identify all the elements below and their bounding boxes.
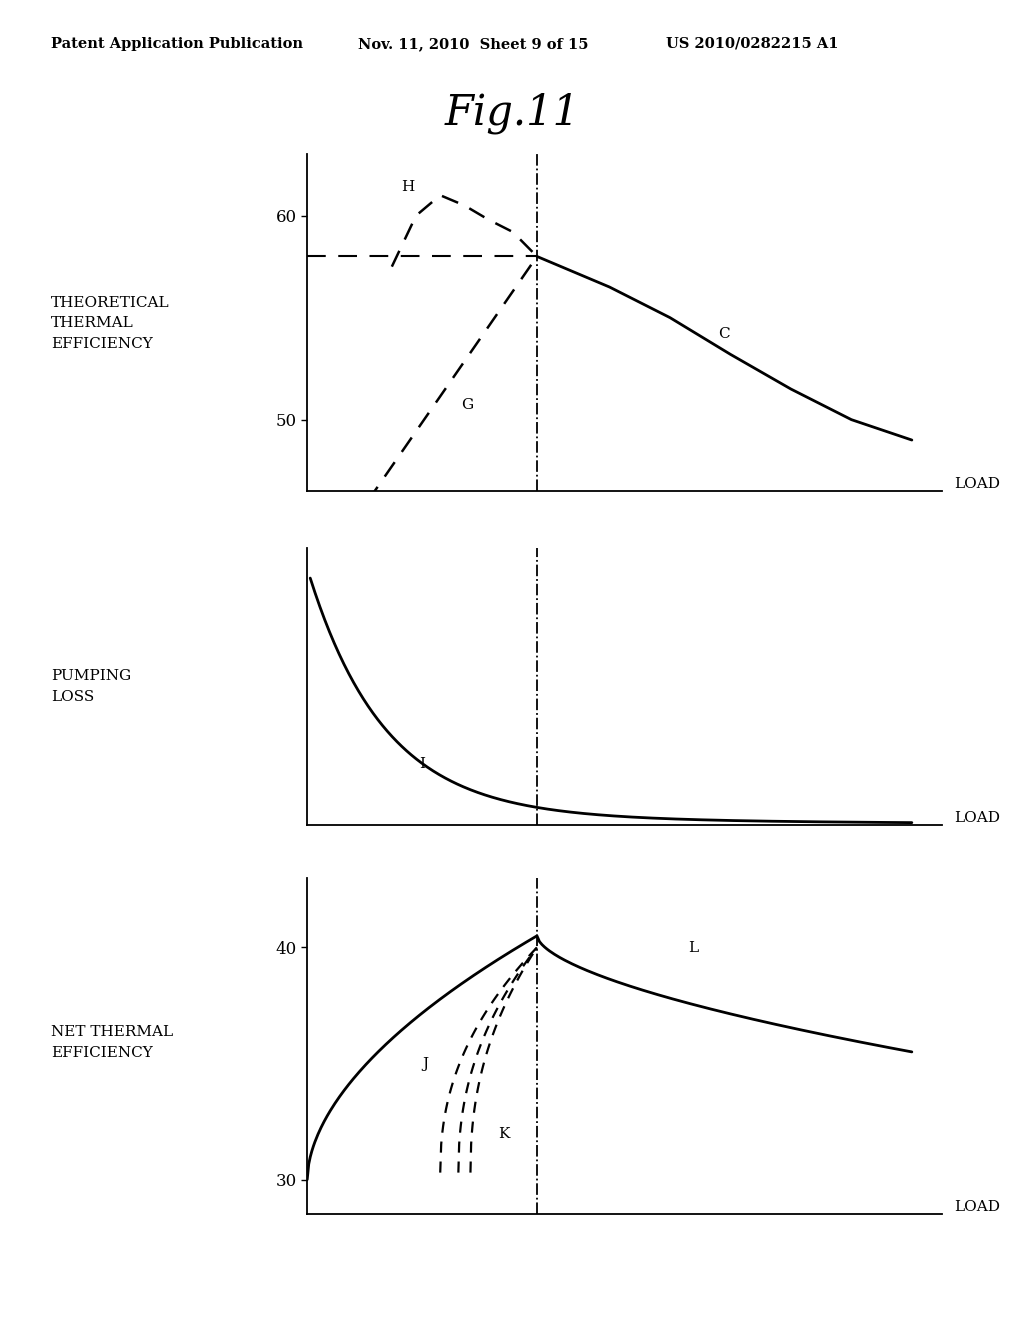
Text: K: K (498, 1127, 509, 1140)
Text: THEORETICAL
THERMAL
EFFICIENCY: THEORETICAL THERMAL EFFICIENCY (51, 296, 170, 351)
Text: G: G (462, 399, 474, 412)
Text: I: I (419, 756, 425, 771)
Text: NET THERMAL
EFFICIENCY: NET THERMAL EFFICIENCY (51, 1026, 173, 1060)
Text: PUMPING
LOSS: PUMPING LOSS (51, 669, 131, 704)
Text: Nov. 11, 2010  Sheet 9 of 15: Nov. 11, 2010 Sheet 9 of 15 (358, 37, 589, 51)
Text: C: C (719, 327, 730, 341)
Text: US 2010/0282215 A1: US 2010/0282215 A1 (666, 37, 838, 51)
Text: H: H (401, 180, 414, 194)
Text: J: J (422, 1057, 428, 1071)
Text: LOAD: LOAD (954, 1200, 1000, 1214)
Text: Patent Application Publication: Patent Application Publication (51, 37, 303, 51)
Text: LOAD: LOAD (954, 810, 1000, 825)
Text: Fig.11: Fig.11 (444, 92, 580, 135)
Text: L: L (688, 941, 698, 956)
Text: LOAD: LOAD (954, 477, 1000, 491)
